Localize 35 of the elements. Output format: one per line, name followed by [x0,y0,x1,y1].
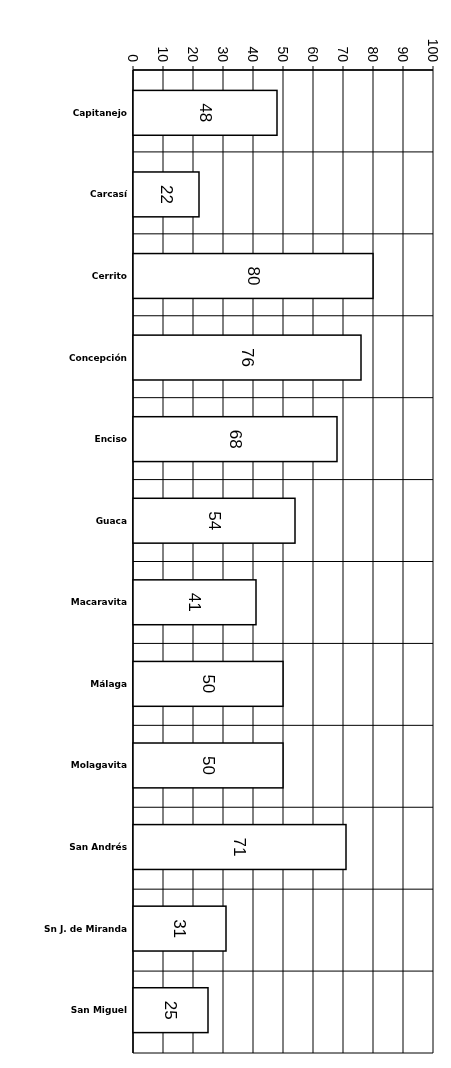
x-tick-label: 80 [365,46,381,63]
x-tick-label: 60 [305,46,321,63]
y-tick-label: Capitanejo [72,107,127,118]
y-tick-label: San Miguel [70,1005,127,1016]
x-tick-label: 10 [155,46,171,63]
data-label: 54 [204,511,224,531]
x-tick-label: 70 [335,46,351,63]
x-tick-label: 40 [245,46,261,63]
x-tick-label: 0 [125,54,141,63]
y-tick-label: Guaca [95,515,127,526]
x-tick-label: 20 [185,46,201,63]
y-tick-label: Macaravita [70,597,127,608]
y-tick-label: Molagavita [70,760,127,771]
data-label: 31 [170,919,189,939]
data-label: 80 [243,266,263,286]
y-tick-label: San Andrés [69,842,127,853]
data-label: 48 [195,103,215,123]
y-tick-label: Sn J. de Miranda [43,923,127,934]
data-label: 41 [185,592,204,612]
data-label: 76 [237,348,257,368]
data-label: 25 [161,1000,180,1020]
y-tick-label: Carcasí [90,189,128,200]
data-label: 22 [156,184,176,204]
x-tick-label: 90 [395,46,411,63]
x-tick-label: 50 [275,46,291,63]
x-tick-label: 30 [215,46,231,63]
data-label: 50 [198,674,218,694]
y-tick-label: Enciso [94,434,127,445]
y-tick-label: Concepción [68,352,127,363]
y-tick-label: Cerrito [91,270,127,281]
data-label: 50 [198,755,218,775]
y-tick-label: Málaga [90,678,127,689]
data-label: 68 [225,429,245,449]
data-label: 71 [230,837,249,857]
x-tick-label: 100 [425,38,441,63]
